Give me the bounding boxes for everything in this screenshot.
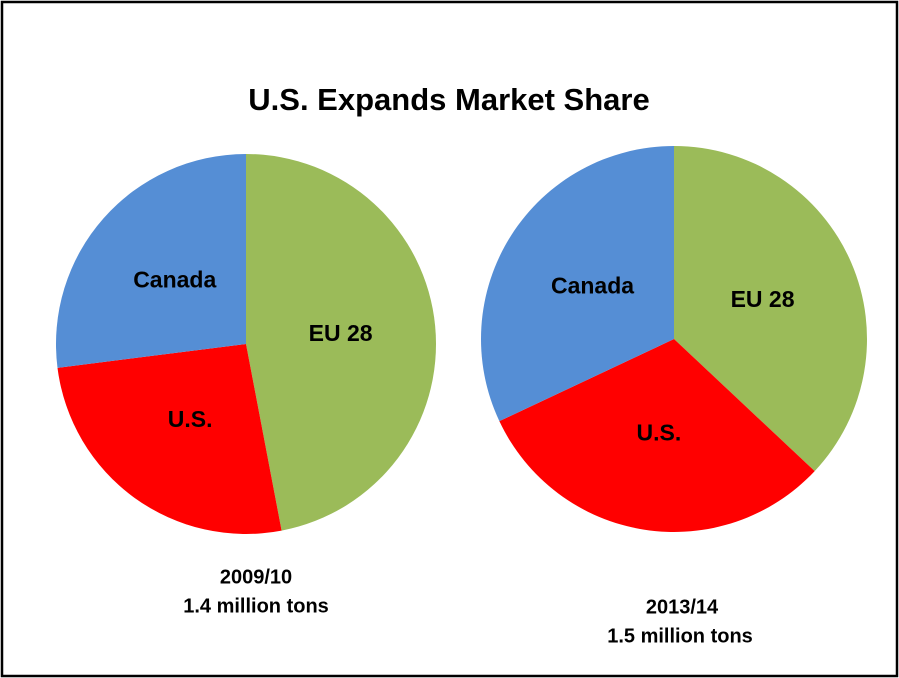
slice-label: EU 28 — [731, 286, 795, 312]
pie-slice — [499, 339, 815, 532]
pie-slice — [246, 154, 437, 531]
pie-subtitle: 1.4 million tons — [183, 595, 329, 617]
slice-label: U.S. — [637, 419, 682, 445]
pie-subtitle: 1.5 million tons — [607, 625, 753, 647]
pie-title: 2013/14 — [646, 596, 719, 618]
chart-title: U.S. Expands Market Share — [248, 82, 649, 117]
pie-slice — [55, 154, 246, 368]
pie-title: 2009/10 — [220, 566, 292, 588]
slice-label: Canada — [551, 272, 634, 298]
pie-slice — [480, 146, 674, 422]
pie-slice — [674, 146, 867, 472]
pie-slice — [57, 344, 282, 534]
slice-label: Canada — [133, 266, 216, 292]
slice-label: EU 28 — [309, 320, 373, 346]
slice-label: U.S. — [168, 406, 213, 432]
